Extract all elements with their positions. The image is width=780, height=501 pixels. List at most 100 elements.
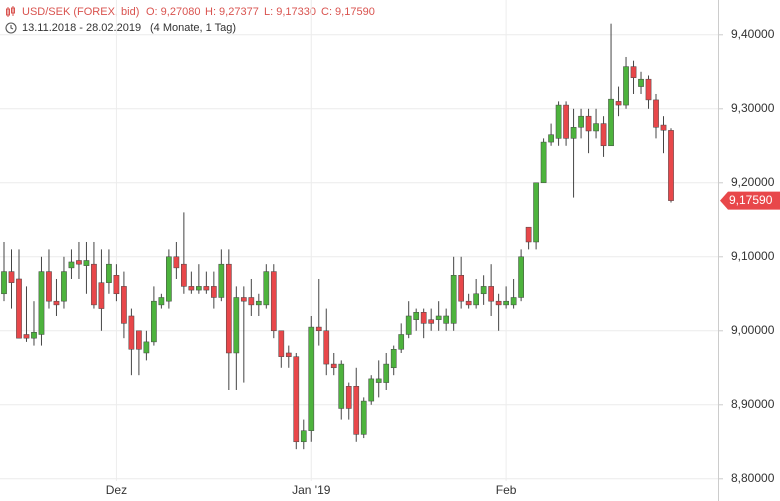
candle-body: [158, 297, 165, 306]
candle-body: [225, 263, 232, 354]
candle-body: [8, 271, 15, 283]
header: USD/SEK (FOREX, bid) O: 9,27080 H: 9,273…: [5, 6, 375, 34]
candle-body: [173, 256, 180, 269]
candle-body: [353, 386, 360, 435]
x-tick-label: Jan '19: [292, 483, 331, 497]
candle-body: [390, 349, 397, 369]
candle-body: [23, 334, 30, 339]
candle-body: [98, 282, 105, 309]
candle-body: [196, 286, 202, 291]
candle-body: [458, 275, 465, 302]
candle-body: [270, 271, 277, 332]
candle-body: [53, 300, 60, 306]
last-price-label: 9,17590: [729, 193, 773, 207]
chart-icon: [6, 6, 15, 17]
candle-body: [615, 101, 622, 106]
candle-body: [638, 78, 644, 87]
candle-body: [285, 352, 292, 357]
candle-body: [330, 363, 337, 369]
candle-body: [480, 286, 487, 295]
candle-body: [630, 66, 637, 78]
candle-body: [375, 378, 382, 383]
candle-body: [510, 297, 517, 306]
x-tick-label: Dez: [106, 483, 127, 497]
candle-body: [166, 256, 172, 302]
duration: (4 Monate, 1 Tag): [150, 22, 236, 34]
candle-body: [248, 297, 255, 306]
candle-body: [518, 256, 524, 298]
candle-body: [143, 341, 150, 354]
candle-body: [31, 332, 37, 339]
candle-body: [593, 123, 599, 132]
candle-body: [91, 263, 97, 306]
candle-body: [181, 263, 187, 287]
candle-body: [121, 286, 127, 324]
period: 13.11.2018 - 28.02.2019: [22, 22, 141, 34]
candle-body: [585, 115, 592, 132]
candle-body: [46, 271, 52, 302]
candle-body: [600, 123, 607, 147]
candle-body: [83, 260, 90, 266]
candle-body: [570, 127, 577, 139]
candle-body: [383, 363, 390, 383]
candle-body: [218, 263, 225, 298]
candle-body: [660, 124, 667, 131]
candle-body: [338, 363, 345, 409]
y-tick-label: 9,20000: [731, 175, 775, 189]
quote-low: L: 9,17330: [264, 6, 316, 18]
candle-body: [398, 334, 405, 350]
candle-body: [233, 297, 240, 354]
candle-body: [263, 271, 270, 306]
candle-body: [151, 300, 157, 343]
candle-body: [360, 400, 367, 435]
candle-body: [435, 315, 442, 320]
candle-body: [473, 293, 479, 306]
candle-body: [495, 300, 502, 306]
candle-body: [540, 141, 547, 184]
last-price-tag: [720, 191, 780, 210]
candle-body: [293, 356, 300, 443]
candle-body: [578, 115, 584, 128]
candle-body: [645, 78, 652, 101]
quote-open: O: 9,27080: [146, 6, 200, 18]
y-tick-label: 9,40000: [731, 27, 775, 41]
y-tick-label: 8,80000: [731, 471, 775, 485]
candle-body: [113, 275, 120, 295]
candle-body: [503, 300, 509, 306]
candle-body: [68, 261, 75, 269]
candle-body: [1, 271, 7, 295]
candle-body: [548, 134, 554, 143]
quote-high: H: 9,27377: [205, 6, 259, 18]
candle-body: [308, 326, 315, 431]
y-tick-label: 9,30000: [731, 101, 775, 115]
candle-body: [315, 326, 322, 332]
candle-body: [210, 286, 217, 298]
x-tick-label: Feb: [496, 483, 517, 497]
candle-body: [533, 182, 539, 243]
candle-body: [278, 330, 285, 357]
candle-body: [623, 66, 629, 106]
candle-body: [420, 312, 427, 324]
y-tick-label: 9,10000: [731, 249, 775, 263]
candle-body: [488, 286, 494, 302]
candle-body: [188, 286, 195, 291]
candle-body: [61, 271, 67, 302]
candle-body: [668, 130, 674, 201]
candle-body: [653, 99, 659, 128]
candle-body: [368, 378, 375, 402]
candle-body: [413, 312, 420, 320]
candle-body: [450, 275, 457, 324]
candle-body: [405, 315, 412, 335]
candle-body: [203, 286, 210, 291]
candle-body: [525, 226, 532, 243]
candle-body: [106, 263, 112, 283]
candle-body: [300, 430, 307, 443]
candle-body: [465, 300, 472, 306]
candle-body: [255, 300, 262, 306]
candle-body: [608, 98, 614, 147]
candle-body: [240, 297, 247, 302]
candle-body: [428, 319, 435, 324]
chart-title: USD/SEK (FOREX, bid): [22, 6, 139, 18]
candle-body: [128, 315, 135, 350]
